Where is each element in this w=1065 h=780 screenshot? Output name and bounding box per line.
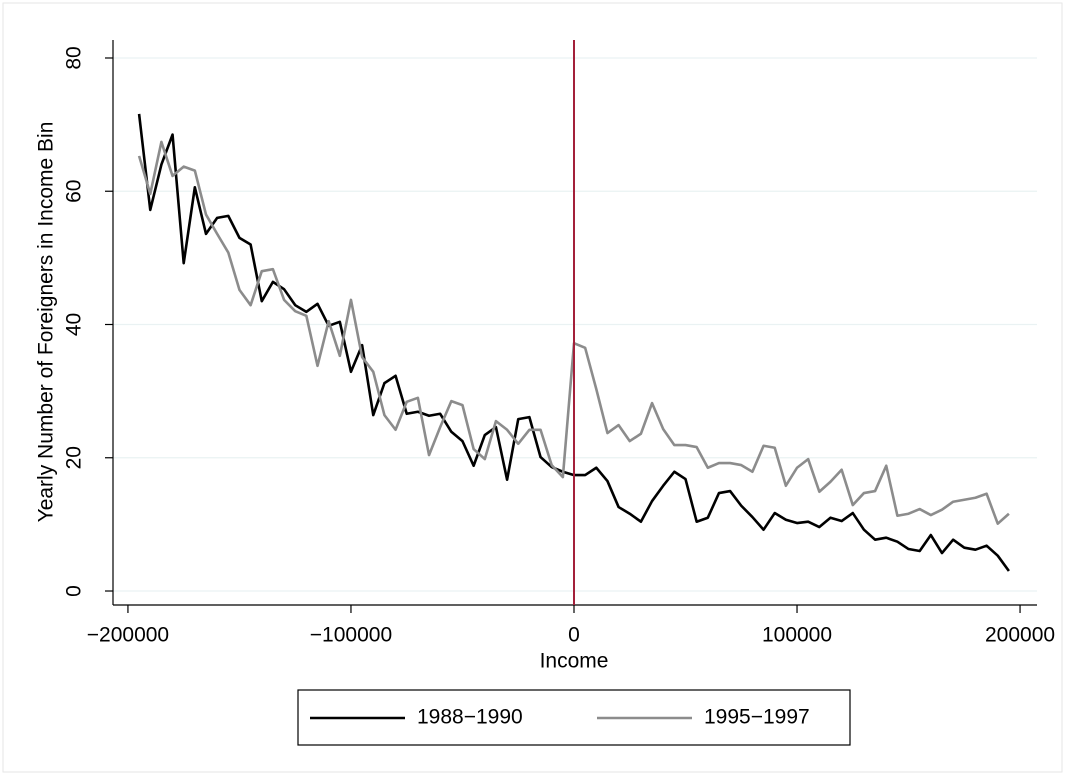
- y-tick-label: 40: [63, 313, 86, 336]
- y-tick-label: 20: [63, 446, 86, 469]
- x-axis-label: Income: [540, 650, 609, 673]
- legend-label: 1988−1990: [417, 706, 523, 729]
- x-tick-label: 0: [568, 624, 580, 647]
- x-tick-label: −100000: [310, 624, 392, 647]
- x-tick-label: −200000: [87, 624, 169, 647]
- x-tick-label: 200000: [985, 624, 1055, 647]
- y-tick-label: 80: [63, 46, 86, 69]
- x-tick-label: 100000: [762, 624, 832, 647]
- y-tick-label: 60: [63, 180, 86, 203]
- y-tick-label: 0: [63, 585, 86, 597]
- legend-label: 1995−1997: [704, 706, 810, 729]
- y-axis-label: Yearly Number of Foreigners in Income Bi…: [35, 122, 58, 523]
